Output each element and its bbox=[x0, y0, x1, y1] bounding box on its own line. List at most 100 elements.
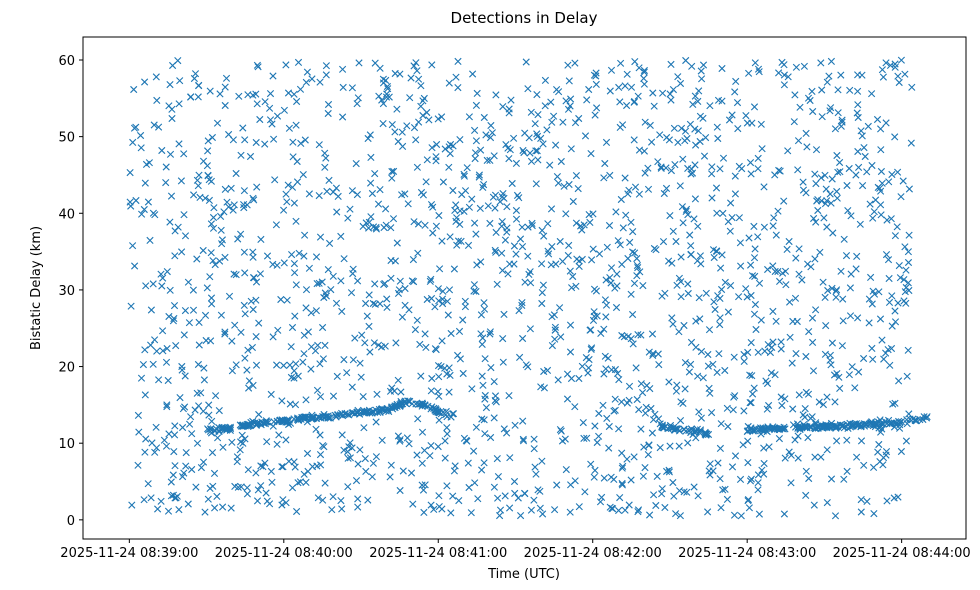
data-point bbox=[216, 257, 224, 265]
data-point bbox=[791, 294, 800, 302]
data-point bbox=[823, 223, 831, 231]
data-point bbox=[445, 163, 453, 171]
data-point bbox=[630, 98, 638, 106]
data-point bbox=[694, 372, 702, 380]
data-point bbox=[625, 396, 633, 404]
data-point bbox=[499, 103, 507, 111]
data-point bbox=[735, 162, 743, 170]
data-point bbox=[521, 278, 529, 286]
data-point bbox=[704, 350, 712, 359]
data-point bbox=[171, 252, 179, 260]
data-point bbox=[254, 486, 262, 494]
data-point bbox=[423, 295, 431, 304]
data-point bbox=[787, 479, 795, 487]
data-point bbox=[823, 393, 831, 401]
data-point bbox=[392, 339, 400, 347]
data-point bbox=[680, 321, 688, 330]
data-point bbox=[809, 107, 817, 116]
data-point bbox=[750, 254, 759, 262]
data-point bbox=[714, 292, 722, 300]
data-point bbox=[696, 315, 704, 323]
data-point bbox=[333, 208, 341, 216]
data-point bbox=[629, 228, 637, 236]
data-point bbox=[805, 328, 813, 336]
data-point bbox=[591, 466, 599, 474]
data-point bbox=[191, 70, 200, 78]
data-point bbox=[366, 131, 374, 139]
data-point bbox=[348, 383, 356, 391]
data-point bbox=[730, 511, 739, 519]
data-point bbox=[556, 426, 564, 434]
data-point bbox=[205, 401, 213, 409]
data-point bbox=[503, 429, 511, 437]
data-point bbox=[420, 508, 428, 516]
data-point bbox=[713, 368, 721, 376]
data-point bbox=[413, 316, 421, 324]
data-point bbox=[644, 185, 653, 193]
data-point bbox=[565, 241, 573, 249]
data-point bbox=[553, 481, 561, 489]
data-point bbox=[812, 424, 820, 432]
data-point bbox=[780, 81, 788, 89]
x-tick-label: 2025-11-24 08:43:00 bbox=[678, 546, 816, 561]
data-point bbox=[435, 297, 443, 305]
data-point bbox=[144, 198, 152, 206]
data-point bbox=[210, 204, 218, 212]
data-point bbox=[510, 260, 518, 268]
data-point bbox=[467, 509, 475, 517]
data-point bbox=[365, 322, 373, 330]
data-point bbox=[162, 358, 171, 366]
data-point bbox=[719, 486, 727, 494]
data-point bbox=[488, 129, 496, 137]
data-point bbox=[802, 467, 810, 475]
data-point bbox=[290, 367, 298, 375]
data-point bbox=[623, 455, 631, 463]
data-point bbox=[364, 496, 372, 504]
data-point bbox=[676, 79, 685, 88]
data-point bbox=[221, 101, 229, 110]
data-point bbox=[670, 124, 678, 132]
data-point bbox=[820, 214, 828, 222]
data-point bbox=[718, 251, 726, 259]
data-point bbox=[524, 85, 532, 93]
data-point bbox=[453, 214, 461, 222]
data-point bbox=[697, 260, 705, 268]
data-point bbox=[857, 437, 866, 445]
data-point bbox=[783, 245, 791, 253]
data-point bbox=[860, 144, 868, 152]
data-point bbox=[627, 335, 635, 343]
data-point bbox=[193, 255, 201, 263]
data-point bbox=[762, 377, 770, 385]
data-point bbox=[629, 310, 637, 319]
data-point bbox=[492, 228, 500, 236]
data-point bbox=[804, 434, 812, 442]
data-point bbox=[366, 348, 374, 356]
data-point bbox=[364, 134, 372, 143]
data-point bbox=[280, 259, 288, 267]
data-point bbox=[735, 214, 743, 222]
data-point bbox=[836, 158, 844, 167]
data-point bbox=[717, 264, 725, 272]
data-point bbox=[554, 376, 562, 384]
data-point bbox=[387, 224, 395, 232]
data-point bbox=[139, 361, 147, 369]
data-point bbox=[204, 171, 212, 179]
data-point bbox=[831, 125, 839, 133]
data-point bbox=[617, 59, 625, 67]
data-point bbox=[324, 412, 332, 420]
data-point bbox=[689, 100, 697, 108]
data-point bbox=[398, 128, 406, 136]
data-point bbox=[421, 330, 429, 338]
data-point bbox=[574, 185, 582, 193]
data-point bbox=[246, 152, 255, 161]
data-point bbox=[873, 115, 882, 124]
data-point bbox=[658, 485, 666, 493]
data-point bbox=[811, 170, 819, 178]
data-point bbox=[701, 429, 709, 437]
data-point bbox=[481, 430, 489, 438]
data-point bbox=[393, 105, 401, 113]
data-point bbox=[863, 168, 871, 176]
data-point bbox=[621, 174, 629, 182]
data-point bbox=[621, 506, 629, 514]
data-point bbox=[589, 245, 597, 253]
